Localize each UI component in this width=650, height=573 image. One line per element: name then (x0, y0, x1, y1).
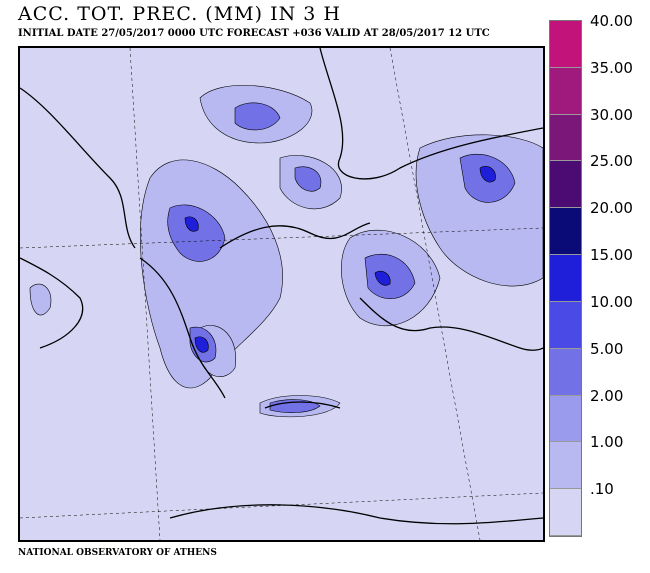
legend-swatch (550, 21, 581, 68)
legend-label: 35.00 (590, 58, 633, 77)
legend-label: 5.00 (590, 339, 624, 358)
legend-swatch (550, 348, 581, 396)
legend-label: 2.00 (590, 386, 624, 405)
precip-light (29, 84, 543, 418)
legend-label: 20.00 (590, 199, 633, 218)
map-canvas (20, 48, 543, 540)
legend-label: .10 (590, 480, 614, 499)
legend-swatch (550, 442, 581, 490)
map-title: ACC. TOT. PREC. (MM) IN 3 H (18, 3, 341, 25)
legend-label: 10.00 (590, 292, 633, 311)
forecast-info: INITIAL DATE 27/05/2017 0000 UTC FORECAS… (18, 28, 490, 39)
legend-label: 1.00 (590, 433, 624, 452)
legend-swatch (550, 67, 581, 115)
legend-label: 30.00 (590, 105, 633, 124)
legend-swatch (550, 208, 581, 256)
legend-swatch (550, 301, 581, 349)
graticule (20, 48, 543, 540)
legend-swatch (550, 489, 581, 536)
precip-heavy (184, 166, 496, 353)
source-credit: NATIONAL OBSERVATORY OF ATHENS (18, 548, 217, 558)
precipitation-map (18, 46, 545, 542)
legend-swatch (550, 395, 581, 443)
legend-label: 25.00 (590, 152, 633, 171)
legend-swatch (550, 161, 581, 209)
precip-legend (549, 20, 582, 537)
legend-swatch (550, 255, 581, 302)
coastlines (20, 48, 543, 525)
legend-label: 15.00 (590, 246, 633, 265)
legend-swatch (550, 114, 581, 162)
legend-label: 40.00 (590, 12, 633, 30)
